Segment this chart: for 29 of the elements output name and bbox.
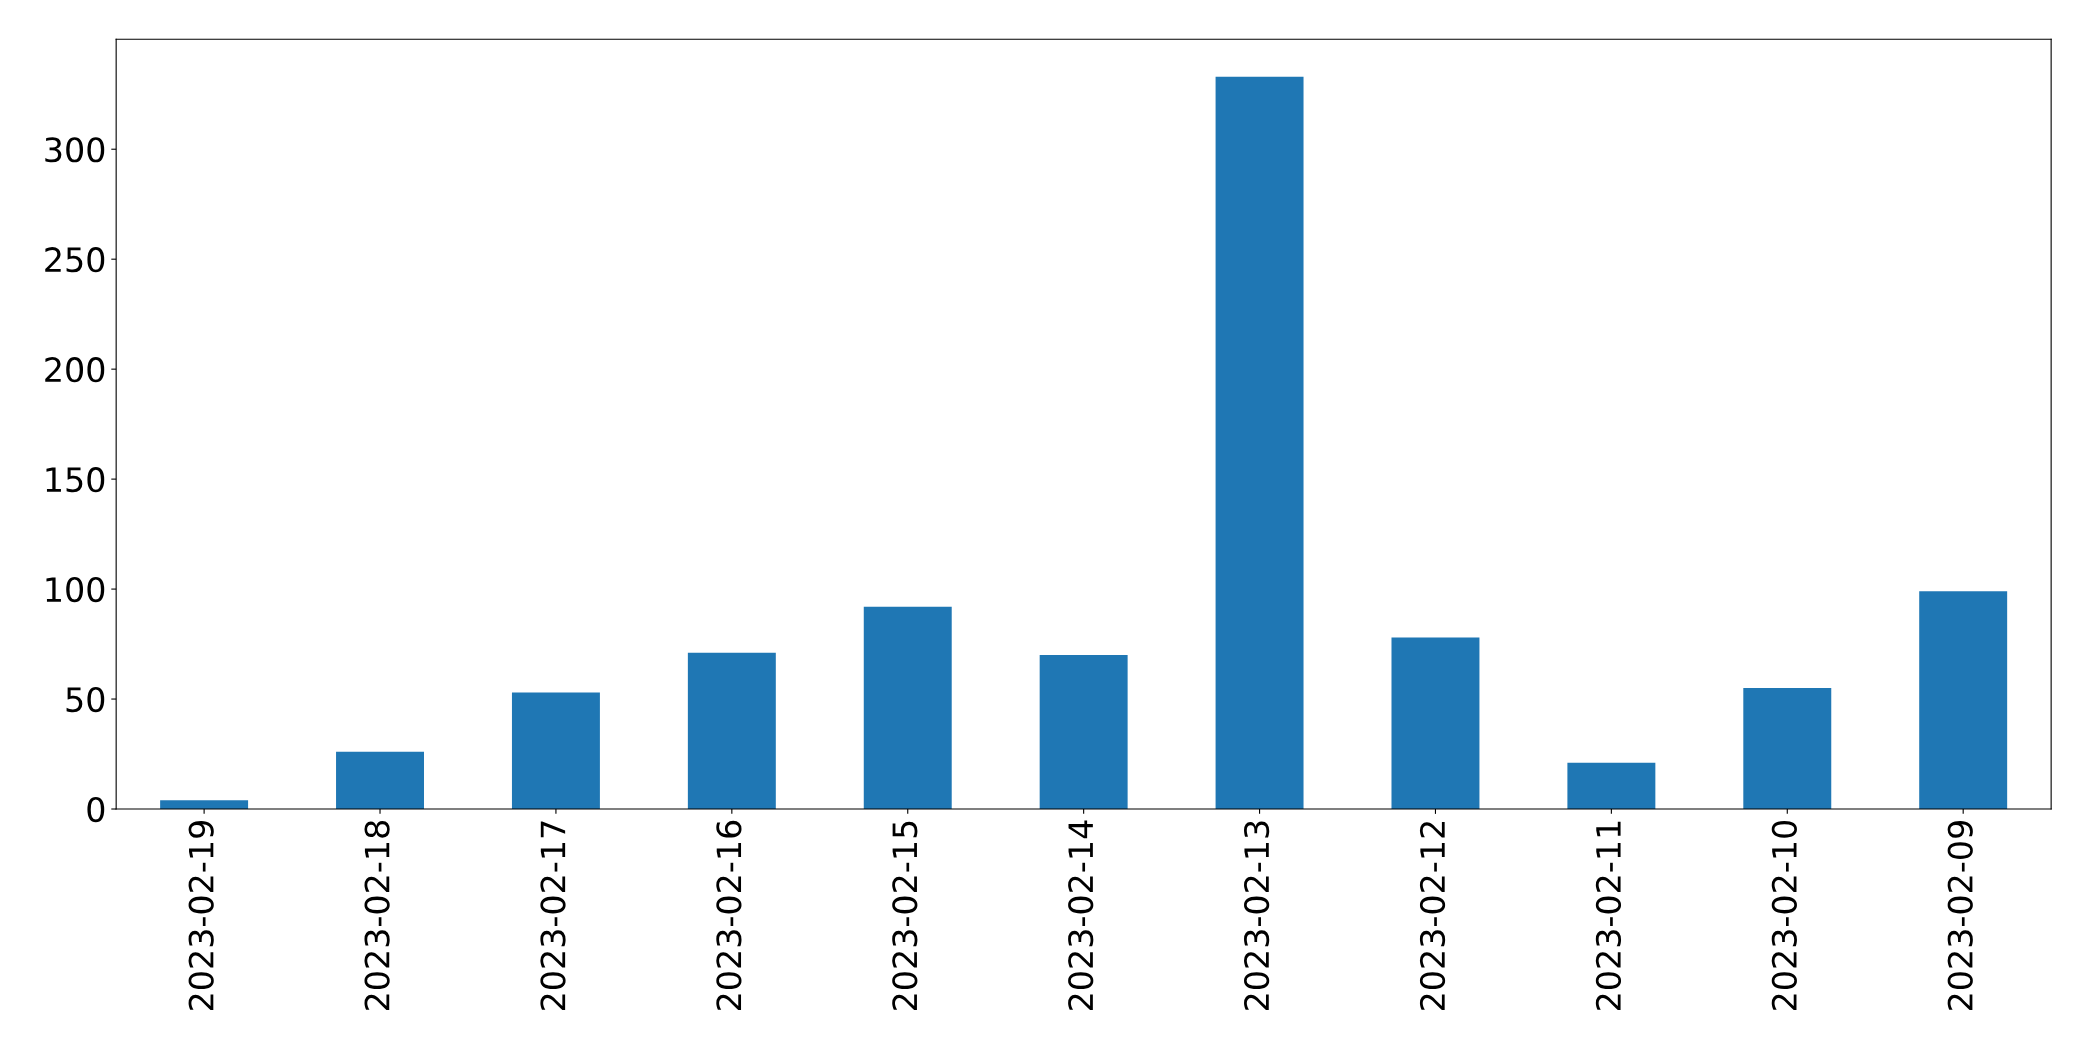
- x-tick-label: 2023-02-19: [188, 821, 214, 1011]
- bar: [1919, 591, 2008, 810]
- y-tick-label: 100: [46, 577, 105, 603]
- bar: [863, 606, 952, 810]
- x-tick-label: 2023-02-12: [1419, 822, 1446, 1011]
- y-tick-label: 0: [87, 796, 105, 823]
- bar: [1743, 688, 1832, 810]
- y-tick-label: 300: [45, 137, 105, 163]
- y-tick-label: 50: [66, 686, 105, 713]
- x-tick-label: 2023-02-09: [1947, 821, 1973, 1011]
- x-tick-label: 2023-02-18: [364, 821, 390, 1011]
- y-tick-label: 200: [45, 357, 105, 383]
- x-tick-label: 2023-02-15: [892, 821, 918, 1011]
- x-tick-label: 2023-02-17: [540, 821, 566, 1011]
- bar: [511, 692, 600, 810]
- bar: [1391, 637, 1480, 810]
- x-tick-label: 2023-02-13: [1244, 821, 1270, 1011]
- x-tick-label: 2023-02-11: [1595, 821, 1622, 1011]
- bar: [1039, 655, 1128, 810]
- bar: [1567, 762, 1656, 810]
- y-tick-label: 150: [46, 467, 105, 493]
- y-tick-label: 250: [45, 247, 105, 273]
- x-tick-label: 2023-02-14: [1068, 820, 1094, 1011]
- bar: [687, 652, 776, 810]
- x-tick-label: 2023-02-10: [1771, 820, 1797, 1011]
- bar: [1215, 76, 1304, 810]
- x-tick-label: 2023-02-16: [716, 820, 742, 1011]
- bar: [336, 751, 424, 810]
- bar: [160, 800, 249, 810]
